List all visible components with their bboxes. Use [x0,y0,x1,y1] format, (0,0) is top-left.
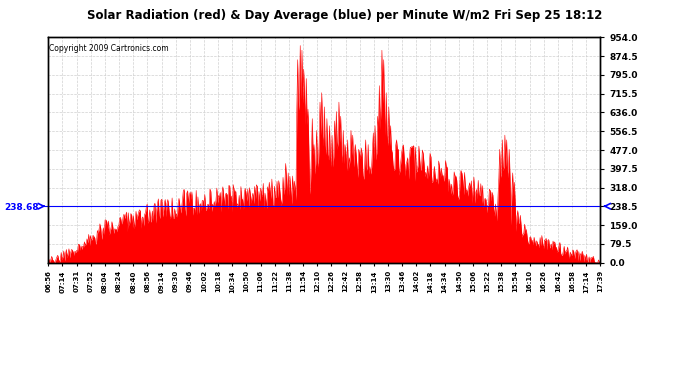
Text: Copyright 2009 Cartronics.com: Copyright 2009 Cartronics.com [50,44,169,53]
Text: Solar Radiation (red) & Day Average (blue) per Minute W/m2 Fri Sep 25 18:12: Solar Radiation (red) & Day Average (blu… [88,9,602,22]
